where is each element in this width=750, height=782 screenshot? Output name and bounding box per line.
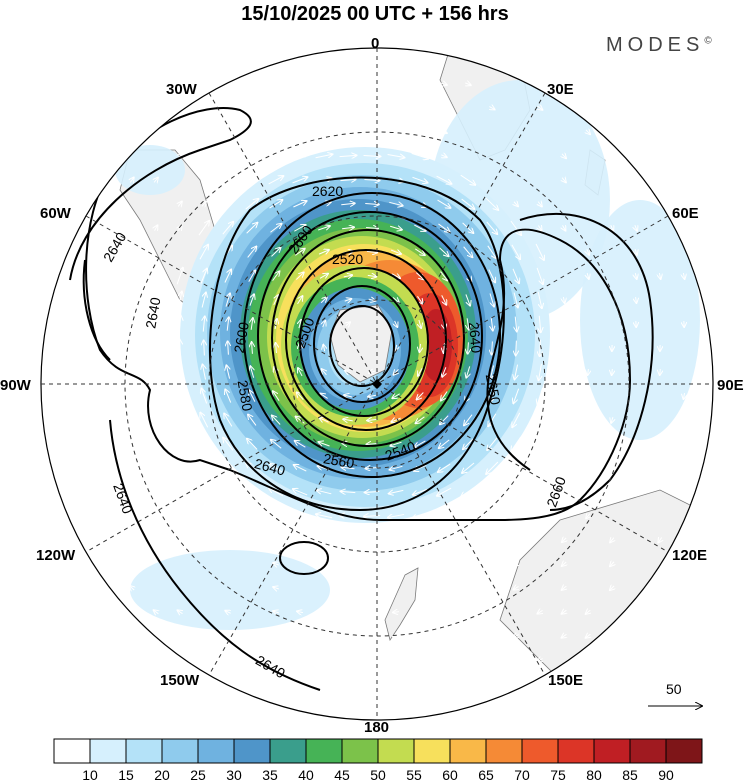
contour-label-2620: 2620 [312,183,343,199]
colorbar-swatch [378,739,414,763]
wind-vector-arrow [393,660,399,661]
colorbar-swatch [54,739,90,763]
lon-label-30w: 30W [166,81,198,98]
lon-label-90w: 90W [0,377,32,394]
lon-label-150w: 150W [160,672,200,689]
lon-label-180: 180 [364,719,389,736]
colorbar-swatch [198,739,234,763]
colorbar-label: 55 [406,767,422,782]
colorbar-swatch [522,739,558,763]
lon-label-150e: 150E [548,672,583,689]
lon-label-120e: 120E [672,547,707,564]
colorbar-label: 65 [478,767,494,782]
lon-label-120w: 120W [36,547,76,564]
colorbar-swatch [234,739,270,763]
colorbar-swatch [162,739,198,763]
colorbar-label: 40 [298,767,314,782]
colorbar-label: 75 [550,767,566,782]
colorbar: 10 15 20 25 30 35 40 45 50 55 60 65 70 75 80 85 90 [54,739,702,782]
colorbar-label: 45 [334,767,350,782]
colorbar-label: 35 [262,767,278,782]
lon-label-30e: 30E [547,81,574,98]
colorbar-swatch [306,739,342,763]
colorbar-swatch [594,739,630,763]
lon-label-60e: 60E [672,205,699,222]
colorbar-label: 25 [190,767,206,782]
colorbar-label: 80 [586,767,602,782]
colorbar-label: 20 [154,767,170,782]
colorbar-label: 85 [622,767,638,782]
contour-label-2520: 2520 [332,251,363,267]
colorbar-label: 10 [82,767,98,782]
polar-map: 2620 2600 2520 2500 2580 2600 2560 2540 … [0,0,750,782]
colorbar-label: 70 [514,767,530,782]
lon-label-60w: 60W [40,205,72,222]
wind-vector-arrow [660,369,661,375]
colorbar-label: 30 [226,767,242,782]
colorbar-swatch [666,739,702,763]
colorbar-label: 50 [370,767,386,782]
colorbar-label: 90 [658,767,674,782]
lon-label-0: 0 [371,35,379,52]
colorbar-label: 15 [118,767,134,782]
reference-vector-label: 50 [666,681,682,697]
colorbar-swatch [630,739,666,763]
colorbar-swatch [414,739,450,763]
wind-vector-arrow [393,684,399,685]
contour-label-2640c: 2640 [466,321,485,354]
lon-label-90e: 90E [717,377,744,394]
colorbar-swatch [450,739,486,763]
colorbar-swatch [558,739,594,763]
colorbar-swatch [90,739,126,763]
colorbar-swatch [126,739,162,763]
colorbar-swatch [486,739,522,763]
colorbar-swatch [342,739,378,763]
colorbar-swatch [270,739,306,763]
colorbar-label: 60 [442,767,458,782]
reference-vector: 50 [648,681,702,706]
